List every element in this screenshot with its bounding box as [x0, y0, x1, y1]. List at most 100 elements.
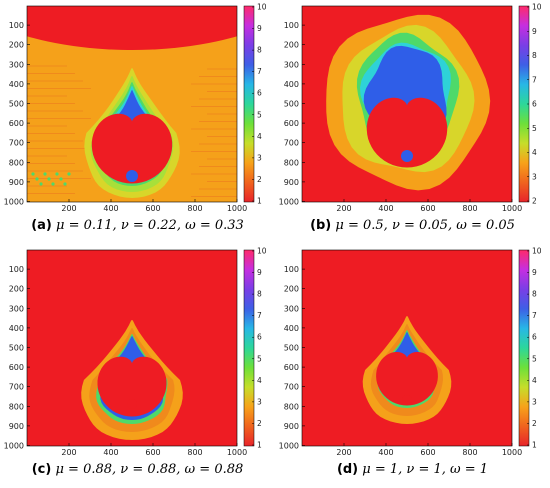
colorbar-tick-label: 1: [257, 441, 262, 450]
caption-c: (c) μ = 0.88, ν = 0.88, ω = 0.88: [0, 462, 275, 477]
colorbar-tick-label: 6: [257, 89, 262, 98]
colorbar-tick-label: 7: [532, 75, 537, 84]
colorbar-tick-label: 2: [257, 419, 262, 428]
y-tick-label: 900: [284, 178, 299, 187]
colorbar-tick-label: 1: [257, 197, 262, 206]
caption-equation: μ = 0.11, ν = 0.22, ω = 0.33: [56, 218, 244, 233]
y-tick-label: 100: [9, 21, 24, 30]
y-tick-label: 500: [284, 100, 299, 109]
colorbar-tick-label: 7: [532, 311, 537, 320]
colorbar-tick-label: 6: [257, 333, 262, 342]
y-tick-label: 300: [284, 304, 299, 313]
colorbar-tick-label: 8: [532, 51, 537, 60]
y-tick-label: 1000: [279, 198, 299, 207]
fractal-plot-d: 100 200 300 400 500 600 700 800 900 1000 200 400 600…: [279, 247, 542, 458]
colorbar-tick-label: 6: [532, 100, 537, 109]
x-tick-label: 800: [462, 204, 477, 213]
colorbar-tick-label: 1: [532, 441, 537, 450]
colorbar-tick-label: 4: [532, 148, 537, 157]
caption-a: (a) μ = 0.11, ν = 0.22, ω = 0.33: [0, 218, 275, 233]
colorbar-tick-label: 5: [257, 354, 262, 363]
caption-label: (c): [31, 462, 52, 477]
x-tick-label: 200: [336, 448, 351, 457]
y-tick-label: 300: [9, 304, 24, 313]
colorbar-tick-label: 9: [257, 268, 262, 277]
colorbar-tick-label: 2: [532, 197, 537, 206]
x-tick-label: 400: [378, 204, 393, 213]
y-tick-label: 400: [9, 80, 24, 89]
y-tick-label: 400: [284, 80, 299, 89]
colorbar-tick-label: 4: [532, 376, 537, 385]
x-tick-label: 600: [145, 204, 160, 213]
x-tick-label: 400: [378, 448, 393, 457]
colorbar-tick-label: 4: [257, 376, 262, 385]
y-tick-label: 700: [284, 383, 299, 392]
caption-d: (d) μ = 1, ν = 1, ω = 1: [275, 462, 550, 477]
x-tick-label: 200: [61, 448, 76, 457]
y-tick-label: 300: [284, 60, 299, 69]
x-tick-label: 1000: [227, 448, 247, 457]
fractal-plot-c: 100 200 300 400 500 600 700 800 900 1000 200 400 600…: [4, 247, 267, 458]
x-tick-label: 1000: [502, 448, 522, 457]
colorbar-tick-label: 10: [532, 3, 542, 12]
colorbar-tick-label: 3: [257, 397, 262, 406]
fractal-plot-b: 100 200 300 400 500 600 700 800 900 1000 200 400 600…: [279, 3, 542, 214]
colorbar-tick-label: 10: [257, 247, 267, 256]
y-tick-label: 200: [284, 41, 299, 50]
x-tick-label: 1000: [227, 204, 247, 213]
colorbar-tick-label: 2: [532, 419, 537, 428]
x-tick-label: 600: [145, 448, 160, 457]
x-tick-label: 200: [336, 204, 351, 213]
colorbar-tick-label: 6: [532, 333, 537, 342]
y-tick-label: 900: [9, 178, 24, 187]
y-tick-label: 900: [284, 422, 299, 431]
colorbar-tick-label: 9: [532, 268, 537, 277]
y-tick-label: 100: [9, 265, 24, 274]
y-tick-label: 500: [9, 344, 24, 353]
x-tick-label: 600: [420, 448, 435, 457]
colorbar-tick-label: 2: [257, 175, 262, 184]
colorbar-tick-label: 9: [257, 24, 262, 33]
caption-equation: μ = 0.5, ν = 0.05, ω = 0.05: [335, 218, 515, 233]
y-tick-label: 1000: [4, 442, 24, 451]
x-tick-label: 1000: [502, 204, 522, 213]
y-tick-label: 600: [284, 119, 299, 128]
colorbar: [243, 5, 255, 203]
y-tick-label: 800: [9, 402, 24, 411]
colorbar-tick-label: 8: [532, 290, 537, 299]
x-tick-label: 400: [103, 204, 118, 213]
y-tick-label: 200: [284, 285, 299, 294]
colorbar-tick-label: 3: [257, 153, 262, 162]
colorbar-tick-label: 10: [257, 3, 267, 12]
colorbar-tick-label: 7: [257, 311, 262, 320]
panel-c: 100 200 300 400 500 600 700 800 900 1000 200 400 600…: [0, 244, 275, 488]
y-tick-label: 500: [9, 100, 24, 109]
fractal-plot-a: 100 200 300 400 500 600 700 800 900 1000 200 400 600…: [4, 3, 267, 214]
caption-b: (b) μ = 0.5, ν = 0.05, ω = 0.05: [275, 218, 550, 233]
x-tick-label: 800: [462, 448, 477, 457]
colorbar-tick-label: 10: [532, 247, 542, 256]
caption-equation: μ = 0.88, ν = 0.88, ω = 0.88: [55, 462, 244, 477]
panel-d: 100 200 300 400 500 600 700 800 900 1000 200 400 600…: [275, 244, 550, 488]
colorbar-tick-label: 5: [257, 110, 262, 119]
y-tick-label: 200: [9, 41, 24, 50]
y-tick-label: 200: [9, 285, 24, 294]
y-tick-label: 300: [9, 60, 24, 69]
y-tick-label: 400: [9, 324, 24, 333]
y-tick-label: 700: [9, 383, 24, 392]
panel-a: 100 200 300 400 500 600 700 800 900 1000 200 400 600…: [0, 0, 275, 244]
colorbar: [243, 249, 255, 447]
caption-label: (a): [31, 218, 52, 233]
y-tick-label: 1000: [4, 198, 24, 207]
colorbar-tick-label: 4: [257, 132, 262, 141]
colorbar-tick-label: 3: [532, 172, 537, 181]
y-tick-label: 800: [284, 402, 299, 411]
y-tick-label: 800: [9, 158, 24, 167]
colorbar-tick-label: 8: [257, 46, 262, 55]
y-tick-label: 700: [9, 139, 24, 148]
x-tick-label: 200: [61, 204, 76, 213]
x-tick-label: 800: [187, 204, 202, 213]
colorbar-tick-label: 7: [257, 67, 262, 76]
colorbar-tick-label: 9: [532, 27, 537, 36]
colorbar-tick-label: 5: [532, 124, 537, 133]
